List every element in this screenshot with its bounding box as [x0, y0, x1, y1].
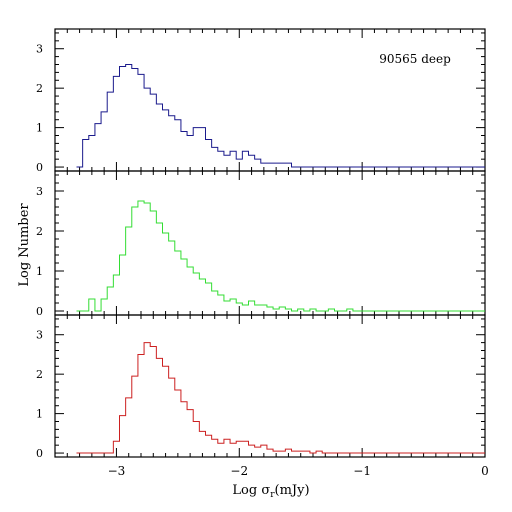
x-axis-label: Log σr(mJy) — [232, 483, 309, 500]
y-tick-label: 0 — [36, 161, 43, 174]
panel-annotation: 90565 deep — [379, 52, 451, 66]
x-axis-label-sigma: σ — [261, 483, 270, 498]
x-tick-label: −3 — [108, 464, 126, 478]
histogram-series-middle — [76, 200, 485, 312]
panel-frame — [54, 170, 486, 316]
x-axis-label-suffix: (mJy) — [275, 483, 310, 498]
x-tick-label: −1 — [353, 464, 371, 478]
x-axis-label-subscript: r — [270, 490, 275, 500]
histogram-series-bottom — [76, 342, 485, 454]
y-tick-label: 2 — [36, 82, 43, 95]
y-tick-label: 1 — [36, 265, 43, 278]
y-tick-label: 3 — [36, 185, 43, 198]
histogram-series-top — [76, 64, 485, 168]
panel-bottom: 0 1 2 3 −3 −2 −1 0 — [36, 314, 489, 478]
y-tick-label: 1 — [36, 408, 43, 421]
panel-top: 0 1 2 3 90565 deep — [36, 28, 486, 174]
y-tick-label: 1 — [36, 122, 43, 135]
y-tick-label: 3 — [36, 43, 43, 56]
panel-middle: 0 1 2 3 — [36, 170, 486, 318]
panel-frame — [54, 28, 486, 172]
x-tick-label: 0 — [481, 464, 489, 478]
y-tick-label: 2 — [36, 225, 43, 238]
panels: 0 1 2 3 90565 deep 0 1 2 3 0 1 2 3 −3 −2 −1 0 — [36, 28, 489, 478]
y-axis-label: Log Number — [17, 203, 32, 287]
x-tick-label: −2 — [230, 464, 248, 478]
y-tick-label: 2 — [36, 368, 43, 381]
y-tick-label: 0 — [36, 447, 43, 460]
y-tick-label: 3 — [36, 329, 43, 342]
panel-frame — [54, 314, 486, 458]
y-tick-label: 0 — [36, 305, 43, 318]
x-axis-label-prefix: Log — [232, 483, 261, 498]
